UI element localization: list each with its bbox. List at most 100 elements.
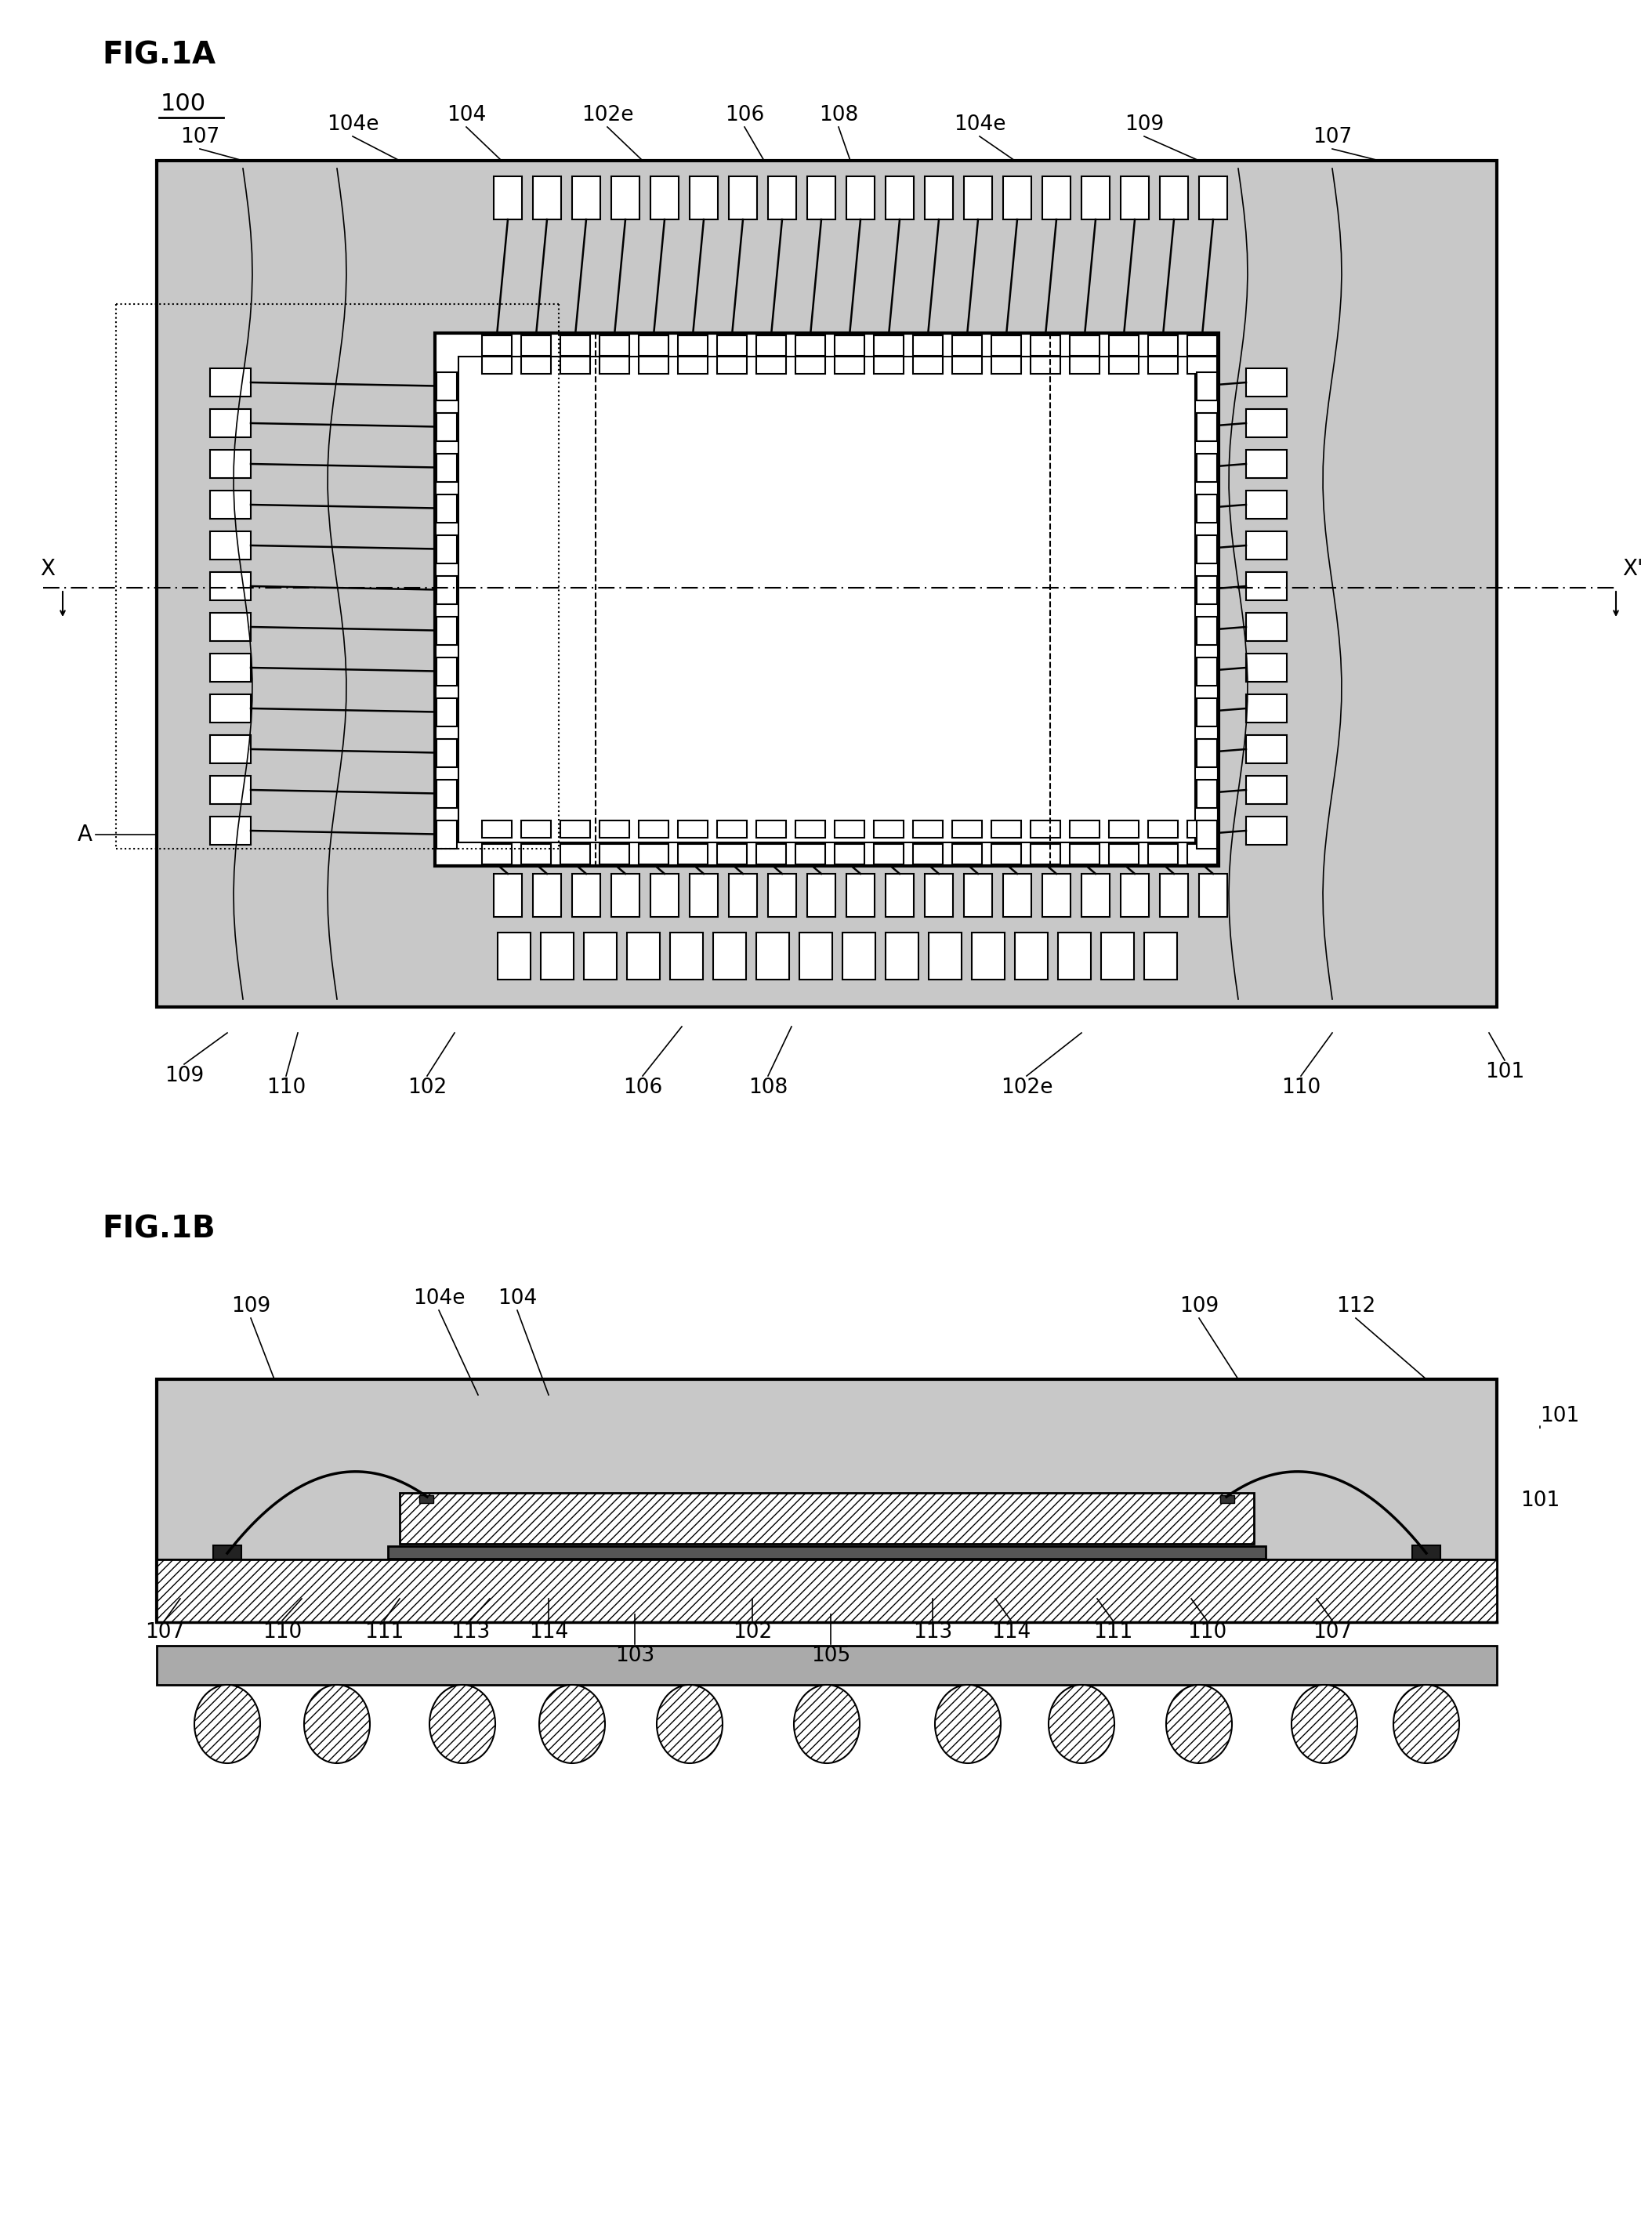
Text: 109: 109 [1180,1297,1219,1317]
Bar [213,1546,241,1559]
Bar [1031,843,1061,865]
Bar [795,843,826,865]
Bar [1003,874,1031,916]
Bar [651,176,679,220]
Text: 114: 114 [529,1621,568,1644]
Bar [1246,736,1287,763]
Text: 110: 110 [263,1621,302,1644]
Text: 101: 101 [1520,1490,1559,1510]
Text: A: A [78,823,93,845]
Bar [952,356,981,374]
Bar [1070,821,1100,838]
Bar [1246,572,1287,600]
Bar [1246,492,1287,518]
Bar [757,356,786,374]
Bar [991,356,1021,374]
Bar [628,932,659,979]
Bar [757,843,786,865]
Bar [885,176,914,220]
Bar [560,843,590,865]
Bar [717,843,747,865]
Text: 102e: 102e [582,105,633,125]
Bar [1196,658,1218,685]
Bar [520,336,550,356]
Bar [210,816,251,845]
Bar [210,572,251,600]
Bar [210,532,251,560]
Bar [583,932,616,979]
Ellipse shape [539,1686,605,1764]
Bar [436,616,458,645]
Bar [572,176,600,220]
Bar [1412,1546,1441,1559]
Text: 108: 108 [748,1076,788,1099]
Bar [600,843,629,865]
Text: 100: 100 [160,93,206,116]
Bar [795,821,826,838]
Bar [677,336,707,356]
Bar [436,576,458,605]
Bar [1196,738,1218,767]
Ellipse shape [195,1686,259,1764]
Bar [1082,176,1110,220]
Bar [520,356,550,374]
Bar [1196,414,1218,440]
Bar [497,932,530,979]
Bar [874,821,904,838]
Bar [436,536,458,563]
Bar [757,932,790,979]
Bar [768,176,796,220]
Bar [971,932,1004,979]
Bar [717,336,747,356]
Bar [459,356,1194,843]
Bar [729,176,757,220]
Ellipse shape [304,1686,370,1764]
Bar [677,356,707,374]
Bar [1196,576,1218,605]
Bar [1246,654,1287,683]
Text: X': X' [1622,558,1644,580]
Bar [388,1546,1265,1559]
Bar [436,658,458,685]
Bar [717,356,747,374]
Bar [1148,356,1178,374]
Ellipse shape [935,1686,1001,1764]
Bar [157,1646,1497,1686]
Text: 110: 110 [266,1076,306,1099]
Bar [639,843,669,865]
Bar [991,843,1021,865]
Bar [1148,821,1178,838]
Bar [952,843,981,865]
Bar [1057,932,1090,979]
Bar [1042,874,1070,916]
Bar [600,821,629,838]
Ellipse shape [1049,1686,1115,1764]
Bar [1196,494,1218,523]
Bar [914,843,943,865]
Bar [1070,843,1100,865]
Bar [1031,356,1061,374]
Text: 105: 105 [811,1646,851,1666]
Bar [434,334,1219,865]
Bar [1246,449,1287,478]
Bar [689,874,719,916]
Text: 108: 108 [819,105,859,125]
Bar [952,336,981,356]
Bar [210,492,251,518]
Text: X: X [40,558,55,580]
Text: 109: 109 [165,1065,203,1085]
Bar [963,176,993,220]
Bar [400,1492,1254,1543]
Bar [1014,932,1047,979]
Bar [1246,614,1287,641]
Bar [1246,532,1287,560]
Bar [1070,356,1100,374]
Bar [874,843,904,865]
Bar [482,336,512,356]
Bar [846,176,874,220]
Bar [210,736,251,763]
Bar [1108,821,1138,838]
Bar [768,874,796,916]
Bar [1108,843,1138,865]
Bar [157,1559,1497,1621]
